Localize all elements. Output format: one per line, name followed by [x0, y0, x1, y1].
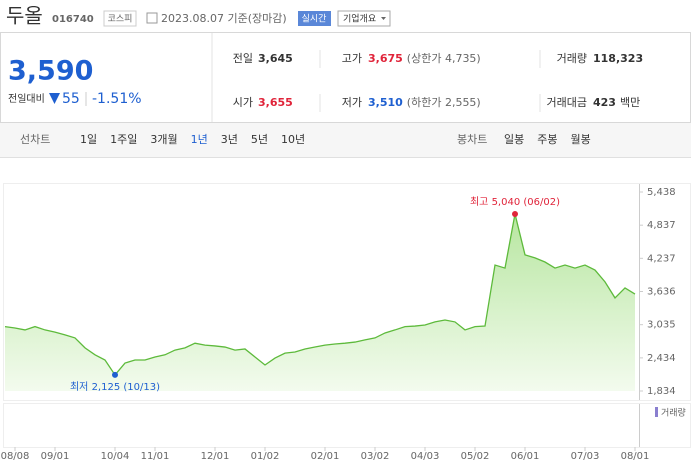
- down-arrow: [49, 93, 60, 104]
- tab-bar: [0, 123, 691, 157]
- stat-value: 3,645: [258, 52, 293, 65]
- volume-icon: [655, 407, 658, 417]
- x-tick-label: 11/01: [141, 451, 170, 462]
- period-tab[interactable]: 1년: [191, 133, 208, 146]
- stat-note: (상한가 4,735): [407, 52, 481, 65]
- period-tab[interactable]: 1일: [80, 132, 97, 146]
- market: 코스피: [108, 14, 133, 25]
- y-tick-label: 4,837: [647, 220, 676, 231]
- tabs: 선차트 1일 1주일 3개월 1년 3년 5년 10년 봉차트 일봉 주봉 월봉: [20, 132, 591, 146]
- stock-code: 016740: [52, 14, 94, 25]
- x-tick-label: 08/08: [1, 451, 30, 462]
- change-label: 전일대비: [8, 93, 45, 105]
- x-tick-label: 05/02: [461, 451, 490, 462]
- tab-group-label: 선차트: [20, 133, 50, 146]
- change: 55: [62, 91, 80, 107]
- market-badge: [103, 10, 137, 27]
- y-tick-label: 3,035: [647, 320, 676, 331]
- period-tab[interactable]: 5년: [251, 133, 268, 146]
- stat-label: 거래량: [557, 52, 587, 65]
- tab-group-label: 봉차트: [457, 133, 487, 146]
- stock-name: 두올: [6, 4, 43, 28]
- period-tab[interactable]: 3년: [221, 133, 238, 146]
- stat-label: 거래대금: [547, 96, 587, 109]
- area: [5, 213, 635, 391]
- stat-value: 3,655: [258, 96, 293, 109]
- stat-unit: 백만: [620, 96, 640, 109]
- candle-tab[interactable]: 일봉: [504, 132, 524, 146]
- x-tick-label: 02/01: [311, 451, 340, 462]
- stat-label: 전일: [233, 51, 253, 65]
- stat-value: 3,675: [368, 52, 403, 65]
- plot: 5,438 4,837 4,237 3,636 3,035 2,434 1,834 08/08…: [1, 187, 676, 462]
- summary-box: [0, 32, 691, 123]
- period-tab[interactable]: 3개월: [150, 133, 177, 146]
- realtime[interactable]: 실시간: [302, 14, 327, 25]
- stat-value: 423: [593, 96, 616, 109]
- x-tick-label: 01/02: [251, 451, 280, 462]
- x-tick-label: 06/01: [511, 451, 540, 462]
- stat-label: 저가: [342, 96, 362, 109]
- y-tick-label: 3,636: [647, 287, 676, 298]
- volume-frame: [3, 403, 691, 448]
- x-tick-label: 07/03: [571, 451, 600, 462]
- x-tick-label: 04/03: [411, 451, 440, 462]
- change-rate: -1.51%: [92, 91, 142, 107]
- calendar-icon: [146, 12, 158, 24]
- stat-label: 시가: [233, 96, 253, 109]
- date: 2023.08.07 기준(장마감): [161, 12, 287, 25]
- candle-tab[interactable]: 월봉: [571, 133, 591, 146]
- y-tick-label: 2,434: [647, 353, 676, 364]
- dropdown-arrow: [381, 17, 386, 20]
- stat-label: 고가: [342, 52, 362, 65]
- candle-tab[interactable]: 주봉: [537, 133, 557, 146]
- stat-note: (하한가 2,555): [407, 95, 481, 109]
- max-label: 최고 5,040 (06/02): [470, 196, 560, 208]
- price: 3,590: [8, 56, 93, 87]
- volume-label: 거래량: [661, 407, 686, 419]
- company-button[interactable]: [337, 10, 391, 27]
- max-marker: [512, 210, 518, 217]
- stat-value: 118,323: [593, 52, 643, 65]
- stat-value: 3,510: [368, 96, 403, 109]
- period-tab[interactable]: 1주일: [110, 132, 137, 146]
- company-info[interactable]: 기업개요: [343, 14, 376, 25]
- x-tick-label: 08/01: [621, 451, 650, 462]
- x-tick-label: 10/04: [101, 451, 130, 462]
- y-tick-label: 5,438: [647, 187, 676, 198]
- line: [4, 213, 636, 377]
- y-tick-label: 1,834: [647, 386, 676, 397]
- y-tick-label: 4,237: [647, 253, 676, 264]
- x-tick-label: 12/01: [201, 451, 230, 462]
- stats: 전일 3,645 고가 3,675 (상한가 4,735) 거래량 118,323 시가 3,6…: [233, 51, 643, 109]
- period-tab[interactable]: 10년: [281, 133, 305, 146]
- x-tick-label: 03/02: [361, 451, 390, 462]
- min-marker: [112, 371, 118, 378]
- realtime-badge[interactable]: [298, 11, 331, 26]
- x-tick-label: 09/01: [41, 451, 70, 462]
- min-label: 최저 2,125 (10/13): [70, 381, 160, 393]
